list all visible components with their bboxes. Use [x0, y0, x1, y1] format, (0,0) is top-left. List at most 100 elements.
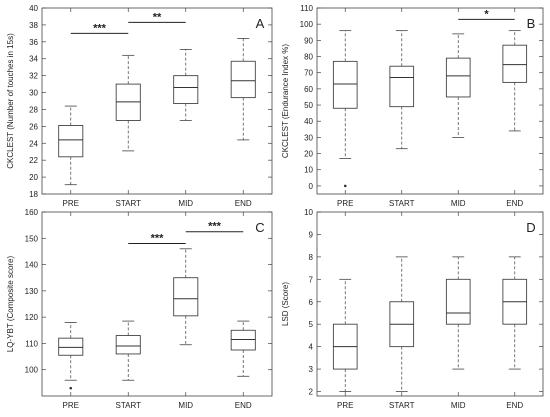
- panel-label: B: [527, 16, 536, 31]
- panel-label: D: [526, 220, 535, 235]
- significance-stars: ***: [93, 22, 107, 34]
- panel-label: C: [255, 220, 264, 235]
- y-tick-label: 3: [309, 365, 314, 374]
- plot-frame: [41, 211, 273, 397]
- significance-stars: ***: [151, 233, 165, 245]
- x-tick-label: END: [506, 199, 523, 208]
- iqr-box: [389, 65, 415, 108]
- y-tick-label: 70: [304, 69, 313, 78]
- y-tick-label: 10: [304, 166, 313, 175]
- y-tick-label: 110: [300, 4, 313, 13]
- iqr-box: [173, 277, 199, 317]
- y-tick-label: 10: [304, 208, 313, 217]
- box-end: [502, 30, 528, 132]
- outlier-point: [69, 386, 73, 390]
- box-pre: [58, 321, 84, 381]
- iqr-box: [58, 125, 84, 158]
- y-tick-label: 26: [29, 122, 38, 131]
- y-tick-label: 6: [309, 298, 314, 307]
- y-axis-label: LSD (Score): [281, 282, 290, 326]
- y-tick-label: 140: [25, 261, 39, 270]
- plot-frame: [316, 7, 544, 195]
- box-pre: [58, 105, 84, 186]
- y-tick-label: 24: [29, 139, 38, 148]
- y-tick-label: 18: [29, 190, 38, 199]
- panel-d: 2 3 4 5 6 7 8 9 10 PRE START MID END LSD (Score) D: [281, 208, 544, 410]
- box-end: [230, 320, 256, 377]
- box-mid: [445, 33, 471, 138]
- iqr-box: [115, 335, 141, 355]
- y-tick-label: 38: [29, 21, 38, 30]
- x-tick-label: END: [235, 401, 252, 410]
- box-end: [230, 38, 256, 141]
- y-axis-label: CKCLEST (Number of touches in 15s): [6, 33, 15, 169]
- y-tick-label: 22: [29, 156, 38, 165]
- x-tick-label: END: [506, 401, 523, 410]
- box-pre: [332, 30, 358, 159]
- y-tick-label: 36: [29, 38, 38, 47]
- panel-a: 18 20 22 24 26 28 30 32 34 36 38 40 PRE START MID END CK…: [6, 4, 273, 208]
- iqr-box: [445, 57, 471, 98]
- iqr-box: [502, 44, 528, 83]
- box-pre: [332, 278, 358, 392]
- box-start: [115, 54, 141, 152]
- x-tick-label: END: [235, 199, 252, 208]
- iqr-box: [230, 60, 256, 99]
- significance-stars: *: [484, 8, 489, 20]
- box-mid: [173, 49, 199, 121]
- x-tick-label: MID: [178, 199, 193, 208]
- y-tick-label: 20: [29, 173, 38, 182]
- box-start: [115, 320, 141, 381]
- box-start: [389, 256, 415, 392]
- y-axis-label: CKCLEST (Endurance Index %): [281, 44, 290, 158]
- y-tick-label: 100: [25, 366, 39, 375]
- x-tick-label: START: [389, 401, 415, 410]
- y-tick-label: 4: [309, 343, 314, 352]
- y-tick-label: 9: [309, 230, 314, 239]
- y-tick-label: 30: [29, 89, 38, 98]
- y-tick-label: 2: [309, 388, 314, 397]
- box-mid: [173, 248, 199, 346]
- x-tick-label: MID: [178, 401, 193, 410]
- y-tick-label: 50: [304, 101, 313, 110]
- box-start: [389, 30, 415, 150]
- box-end: [502, 256, 528, 370]
- y-tick-label: 100: [300, 20, 314, 29]
- y-tick-label: 60: [304, 85, 313, 94]
- x-tick-label: START: [116, 199, 142, 208]
- y-tick-label: 20: [304, 150, 313, 159]
- y-tick-label: 40: [29, 4, 38, 13]
- x-tick-label: MID: [451, 401, 466, 410]
- box-mid: [445, 256, 471, 370]
- iqr-box: [332, 60, 358, 109]
- significance-stars: **: [153, 11, 162, 23]
- y-tick-label: 40: [304, 117, 313, 126]
- y-axis-label: LQ-YBT (Composite score): [6, 256, 15, 353]
- panel-c: 100 110 120 130 140 150 160 PRE START MID END LQ-YB…: [6, 208, 273, 410]
- y-tick-label: 0: [309, 182, 314, 191]
- y-tick-label: 130: [25, 287, 39, 296]
- y-tick-label: 30: [304, 133, 313, 142]
- plot-frame: [316, 211, 544, 397]
- x-tick-label: START: [116, 401, 142, 410]
- y-tick-label: 8: [309, 253, 314, 262]
- y-tick-label: 32: [29, 72, 38, 81]
- y-tick-label: 80: [304, 53, 313, 62]
- y-tick-label: 5: [309, 320, 314, 329]
- y-tick-label: 120: [25, 313, 39, 322]
- y-tick-label: 150: [25, 234, 39, 243]
- outlier-point: [343, 184, 347, 188]
- iqr-box: [230, 329, 256, 351]
- iqr-box: [58, 337, 84, 356]
- panel-label: A: [256, 16, 265, 31]
- x-tick-label: START: [389, 199, 415, 208]
- y-tick-label: 160: [25, 208, 39, 217]
- iqr-box: [173, 75, 199, 104]
- plot-frame: [41, 7, 273, 195]
- y-tick-label: 34: [29, 55, 38, 64]
- y-tick-label: 7: [309, 275, 314, 284]
- panel-b: 0 10 20 30 40 50 60 70 80 90 100 110 PRE START MID END C…: [281, 4, 544, 208]
- y-tick-label: 90: [304, 36, 313, 45]
- x-tick-label: PRE: [63, 401, 79, 410]
